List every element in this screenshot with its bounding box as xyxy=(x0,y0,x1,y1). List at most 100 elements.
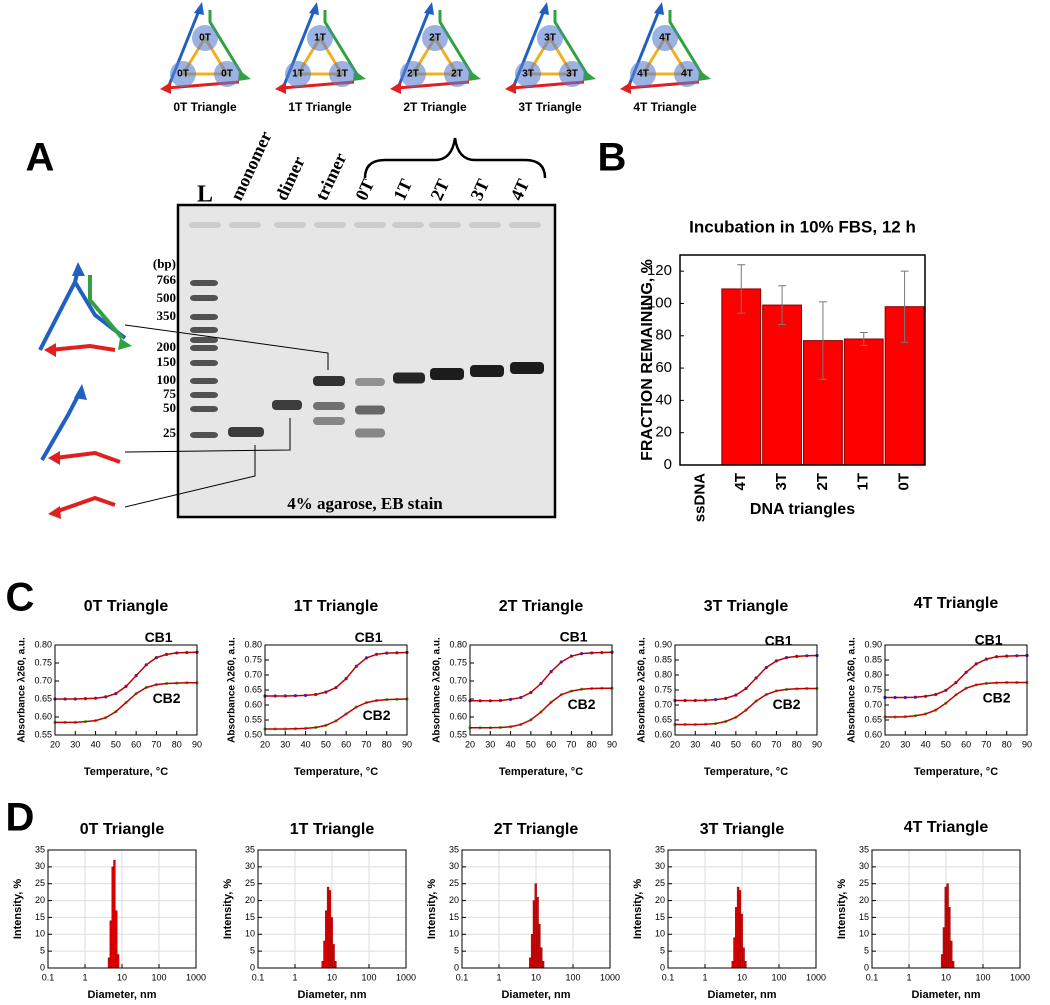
histogram-bar xyxy=(736,886,740,969)
y-tick-label: 80 xyxy=(655,327,672,344)
node-label: 4T xyxy=(681,69,693,80)
histogram-bar xyxy=(321,961,324,969)
histogram-bar xyxy=(111,866,114,969)
bar xyxy=(762,304,803,466)
y-tick-label: 0.85 xyxy=(654,654,672,664)
triangle-core xyxy=(410,35,460,76)
y-tick-label: 25 xyxy=(655,878,665,888)
y-tick-label: 0.60 xyxy=(34,711,52,721)
y-tick-label: 0.55 xyxy=(449,729,467,739)
histogram-bar xyxy=(332,944,335,969)
y-tick-label: 10 xyxy=(859,929,869,939)
arrowhead xyxy=(505,82,516,94)
x-axis-label: Diameter, nm xyxy=(87,989,156,1001)
y-axis-label: Absorbance λ260, a.u. xyxy=(432,637,443,743)
y-tick-label: 0.65 xyxy=(654,714,672,724)
x-tick-label: 50 xyxy=(321,739,331,749)
x-tick-label: 0T xyxy=(896,473,913,491)
y-axis-label: Absorbance λ260, a.u. xyxy=(847,637,858,743)
band xyxy=(229,222,261,228)
x-tick-label: 10 xyxy=(941,972,951,982)
x-tick-label: 60 xyxy=(961,739,971,749)
x-tick-label: 80 xyxy=(382,739,392,749)
band xyxy=(190,327,218,333)
histogram-bar xyxy=(534,883,537,969)
band xyxy=(190,392,218,398)
histogram-bar xyxy=(116,954,120,969)
plot-frame xyxy=(679,254,926,466)
histogram-bar xyxy=(115,910,118,969)
arrowhead xyxy=(353,70,366,81)
band xyxy=(355,378,385,386)
node-label: 4T xyxy=(637,69,649,80)
x-tick-label: 60 xyxy=(341,739,351,749)
error-bar xyxy=(859,332,868,346)
y-tick-label: 35 xyxy=(245,844,255,854)
histogram-bar xyxy=(942,927,946,969)
y-tick-label: 5 xyxy=(250,946,255,956)
x-tick-label: 4T xyxy=(732,473,749,491)
x-tick-label: 80 xyxy=(1002,739,1012,749)
histogram-bar xyxy=(326,886,330,969)
x-tick-label: 80 xyxy=(587,739,597,749)
band xyxy=(392,222,424,228)
y-tick-label: 30 xyxy=(245,861,255,871)
x-tick-label: 1T xyxy=(855,473,872,491)
histogram-bar xyxy=(532,900,536,969)
band xyxy=(190,314,218,320)
node xyxy=(329,61,355,87)
x-tick-label: 1000 xyxy=(186,972,206,982)
plot-frame xyxy=(674,644,818,736)
x-tick-label: 100 xyxy=(151,972,166,982)
node xyxy=(537,25,563,51)
node xyxy=(652,25,678,51)
x-tick-label: 0.1 xyxy=(252,972,265,982)
y-tick-label: 0.90 xyxy=(864,639,882,649)
y-tick-label: 0.65 xyxy=(244,684,262,694)
x-tick-label: 30 xyxy=(70,739,80,749)
band xyxy=(354,222,386,228)
x-tick-label: ssDNA xyxy=(691,473,708,522)
x-axis-label: Temperature, °C xyxy=(704,766,788,778)
x-tick-label: 1 xyxy=(702,972,707,982)
x-tick-label: 1000 xyxy=(806,972,826,982)
y-tick-label: 30 xyxy=(449,861,459,871)
arrowhead xyxy=(539,2,549,15)
y-tick-label: 5 xyxy=(864,946,869,956)
y-tick-label: 20 xyxy=(449,895,459,905)
x-tick-label: 30 xyxy=(280,739,290,749)
chart-title: 3T Triangle xyxy=(704,598,789,615)
histogram-bar xyxy=(735,907,738,969)
node xyxy=(214,61,240,87)
y-tick-label: 20 xyxy=(245,895,255,905)
arrowhead xyxy=(620,82,631,94)
arrowhead xyxy=(72,262,85,276)
node-label: 4T xyxy=(659,33,671,44)
y-tick-label: 0.65 xyxy=(449,693,467,703)
arrowheads xyxy=(44,262,132,519)
x-tick-label: 80 xyxy=(172,739,182,749)
histogram-bar xyxy=(738,890,742,969)
histogram-bar xyxy=(948,907,951,969)
error-bar xyxy=(818,301,827,380)
y-axis-label: Intensity, % xyxy=(222,879,234,940)
x-tick-label: 30 xyxy=(900,739,910,749)
node xyxy=(170,61,196,87)
y-tick-label: 120 xyxy=(647,262,672,279)
node xyxy=(630,61,656,87)
strand xyxy=(88,275,124,340)
y-axis-label: Absorbance λ260, a.u. xyxy=(17,637,28,743)
y-tick-label: 0.70 xyxy=(34,675,52,685)
ladder-label: 150 xyxy=(157,354,177,369)
node-label: 3T xyxy=(566,69,578,80)
x-tick-label: 90 xyxy=(812,739,822,749)
y-tick-label: 0.80 xyxy=(244,639,262,649)
x-axis-label: Temperature, °C xyxy=(294,766,378,778)
x-tick-label: 100 xyxy=(565,972,580,982)
x-axis-label: DNA triangles xyxy=(750,501,855,518)
x-tick-label: 10 xyxy=(327,972,337,982)
x-tick-label: 40 xyxy=(91,739,101,749)
histogram-bar xyxy=(940,954,944,969)
y-tick-label: 25 xyxy=(449,878,459,888)
